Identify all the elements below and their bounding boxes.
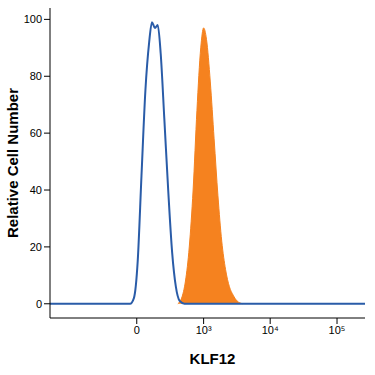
svg-text:0: 0 xyxy=(134,324,140,336)
svg-text:10⁵: 10⁵ xyxy=(329,324,346,336)
svg-text:10⁴: 10⁴ xyxy=(262,324,279,336)
svg-text:40: 40 xyxy=(30,184,42,196)
svg-text:10³: 10³ xyxy=(196,324,212,336)
svg-text:60: 60 xyxy=(30,127,42,139)
svg-text:80: 80 xyxy=(30,70,42,82)
svg-text:0: 0 xyxy=(36,298,42,310)
html-text:Relative Cell Number: Relative Cell Number xyxy=(3,88,21,238)
svg-text:20: 20 xyxy=(30,241,42,253)
html-text:KLF12: KLF12 xyxy=(189,350,236,367)
svg-text:100: 100 xyxy=(24,13,42,25)
